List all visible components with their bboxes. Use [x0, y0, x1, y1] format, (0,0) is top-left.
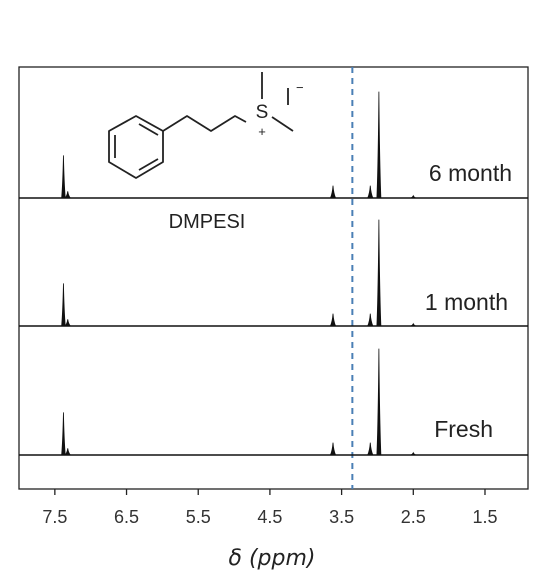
- x-tick-label: 4.5: [257, 507, 282, 527]
- x-tick-label: 2.5: [401, 507, 426, 527]
- spectrum-peak: [376, 91, 382, 199]
- sulfonium-charge: +: [258, 124, 266, 139]
- spectrum-peak: [367, 313, 374, 327]
- x-tick-label: 5.5: [186, 507, 211, 527]
- benzene-ring: [108, 115, 164, 179]
- spectrum-peak: [410, 194, 417, 199]
- spectrum-peak: [376, 219, 382, 327]
- plot-frame: [18, 66, 529, 490]
- iodide-label: I: [285, 90, 290, 111]
- spectrum-peak: [329, 185, 337, 199]
- spectrum-peak: [376, 348, 382, 456]
- sulfur-atom-label: S: [256, 102, 269, 123]
- molecule-structure: [108, 72, 294, 179]
- series-label-fresh: Fresh: [434, 416, 493, 442]
- compound-label: DMPESI: [169, 211, 246, 233]
- series-label-6-month: 6 month: [429, 160, 512, 186]
- spectrum-fresh: [19, 348, 528, 456]
- spectrum-peak: [410, 322, 417, 327]
- spectrum-peak: [64, 448, 72, 456]
- spectrum-peak: [367, 442, 374, 456]
- spectrum-1-month: [19, 219, 528, 327]
- x-tick-label: 7.5: [42, 507, 67, 527]
- spectrum-peak: [410, 451, 417, 456]
- spectrum-peak: [64, 191, 72, 199]
- x-tick-label: 6.5: [114, 507, 139, 527]
- spectrum-peak: [61, 283, 66, 327]
- spectrum-peak: [61, 155, 66, 199]
- x-tick-label: 3.5: [329, 507, 354, 527]
- iodide-charge: −: [296, 80, 304, 95]
- x-tick-label: 1.5: [472, 507, 497, 527]
- spectrum-peak: [329, 313, 337, 327]
- spectrum-peak: [61, 412, 66, 456]
- spectrum-peak: [64, 319, 72, 327]
- spectrum-peak: [329, 442, 337, 456]
- series-label-1-month: 1 month: [425, 289, 508, 315]
- spectrum-6-month: [19, 91, 528, 199]
- spectrum-peak: [367, 185, 374, 199]
- x-axis-label: δ (ppm): [229, 546, 316, 571]
